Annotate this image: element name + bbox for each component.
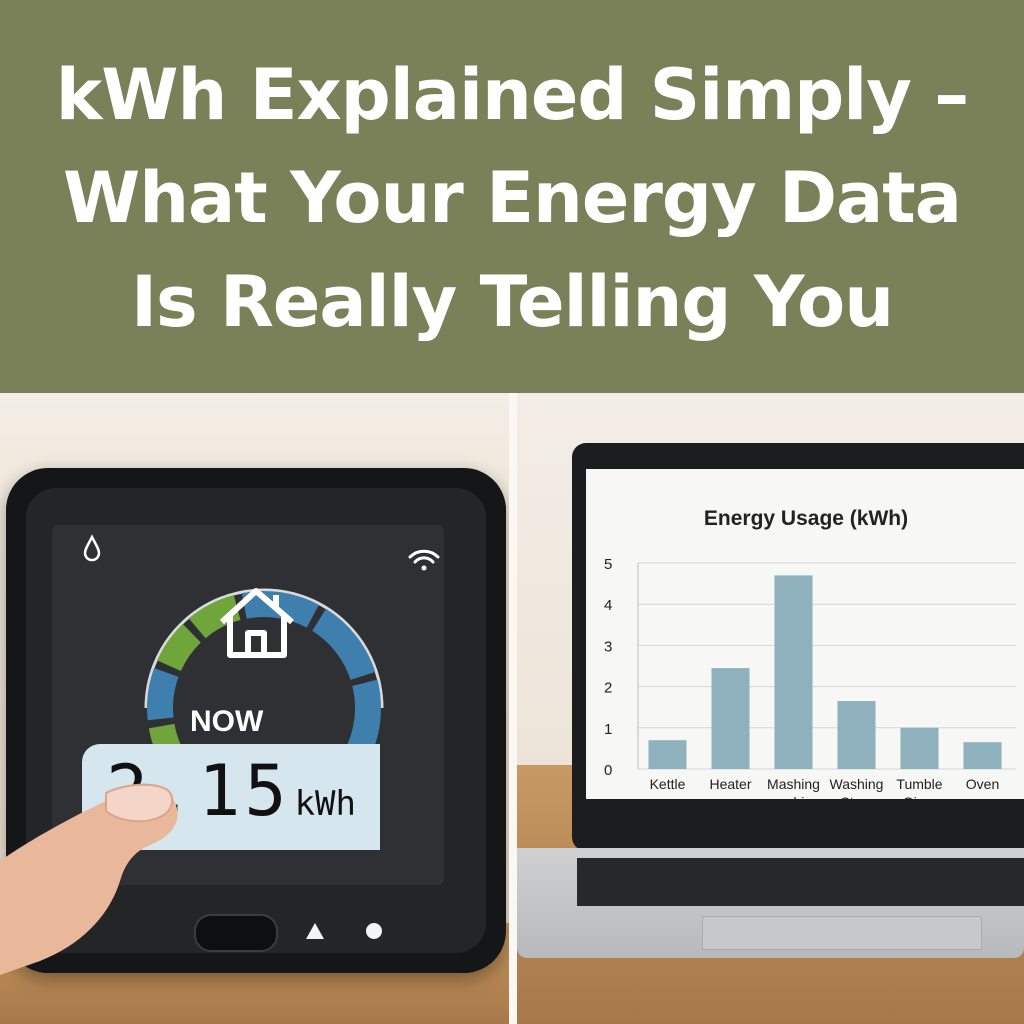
gauge-segment — [157, 623, 202, 672]
gauge-segment — [147, 667, 179, 721]
energy-usage-chart: Energy Usage (kWh) 0 1 2 3 4 5 Kettle Heater Mas… — [604, 507, 1016, 810]
menu-button[interactable] — [194, 914, 278, 952]
droplet-icon — [83, 534, 101, 562]
gauge-segment — [241, 591, 319, 628]
y-tick-label: 5 — [604, 556, 612, 573]
y-tick-label: 0 — [604, 762, 612, 779]
panel-divider — [509, 393, 517, 1024]
house-icon — [219, 588, 294, 658]
laptop-lid: Energy Usage (kWh) 0 1 2 3 4 5 Kettle Heater Mas… — [572, 443, 1024, 851]
select-button[interactable] — [366, 923, 382, 939]
x-tick-label: Kettle — [650, 776, 686, 792]
keyboard[interactable] — [577, 858, 1024, 906]
energy-monitor-panel: NOW 2.15 kWh — [0, 393, 509, 1024]
chart-gridlines — [638, 562, 1016, 770]
pointing-finger — [0, 783, 178, 975]
x-tick-label: WashingCtyer — [830, 776, 884, 799]
gauge-segment — [311, 608, 376, 681]
reading-unit: kWh — [294, 784, 356, 824]
y-tick-label: 4 — [604, 597, 612, 614]
headline-line-3: Is Really Telling You — [130, 261, 894, 343]
bar — [711, 668, 750, 769]
chart-title: Energy Usage (kWh) — [704, 507, 908, 530]
bar — [963, 742, 1002, 769]
y-tick-label: 1 — [604, 721, 612, 738]
x-tick-label: TumbleGiver — [896, 776, 942, 799]
x-tick-label: Oven — [966, 776, 999, 792]
laptop-panel: Energy Usage (kWh) 0 1 2 3 4 5 Kettle Heater Mas… — [517, 393, 1024, 1024]
photo-scene: NOW 2.15 kWh Energy Usage (kWh) 0 1 2 3 4 5 Ket… — [0, 393, 1024, 1024]
bar — [774, 575, 813, 769]
headline-line-2: What Your Energy Data — [63, 157, 962, 239]
trackpad[interactable] — [702, 916, 982, 950]
y-tick-label: 2 — [604, 680, 612, 697]
x-tick-label: Heater — [709, 776, 751, 792]
up-button[interactable] — [306, 923, 324, 939]
bar — [837, 701, 876, 769]
title-banner: kWh Explained Simply – What Your Energy … — [0, 0, 1024, 393]
x-tick-label: Mashingmachine — [767, 776, 820, 799]
smart-energy-monitor: NOW 2.15 kWh — [6, 468, 506, 973]
y-tick-label: 3 — [604, 638, 612, 655]
bar — [900, 727, 939, 769]
headline-line-1: kWh Explained Simply – — [55, 54, 970, 136]
wifi-icon — [408, 549, 440, 571]
bar — [648, 740, 687, 769]
laptop-base — [517, 848, 1024, 958]
now-label: NOW — [190, 705, 264, 738]
laptop-screen: Energy Usage (kWh) 0 1 2 3 4 5 Kettle Heater Mas… — [586, 469, 1024, 810]
